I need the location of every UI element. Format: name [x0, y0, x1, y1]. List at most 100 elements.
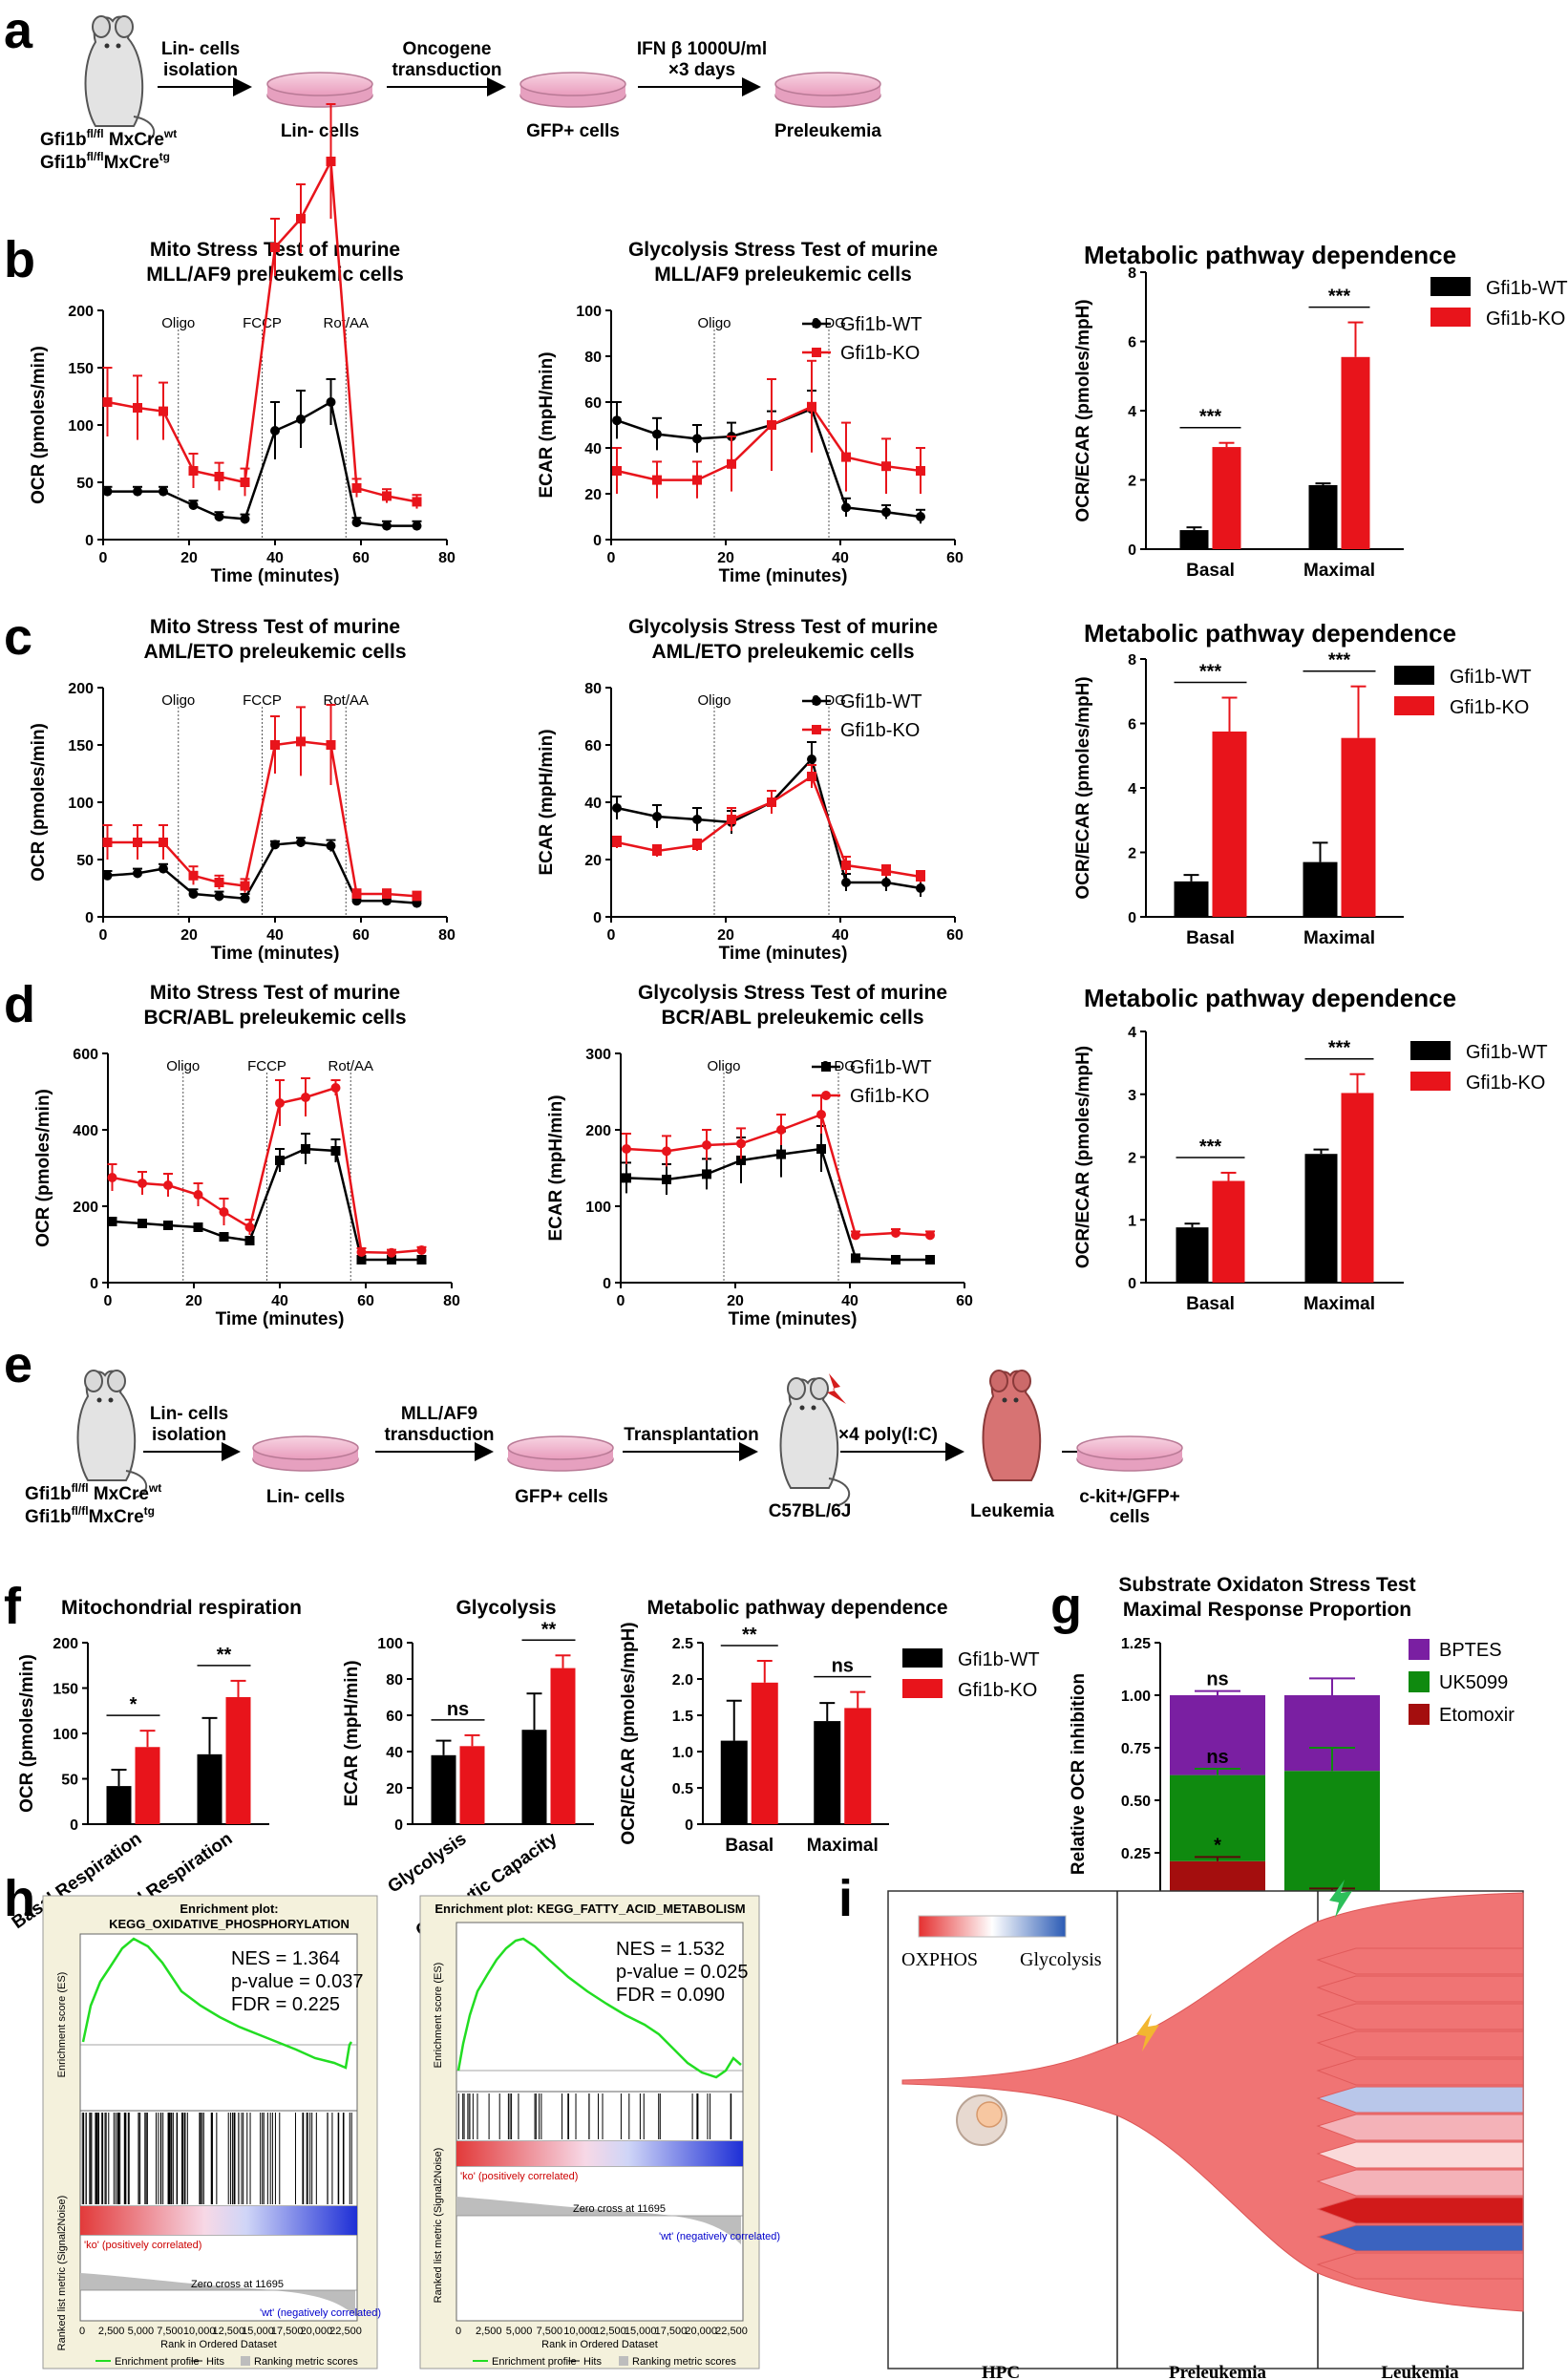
data-point [612, 803, 622, 813]
dish-label: Lin- cells [266, 1487, 345, 1507]
bar-segment [1170, 1774, 1265, 1861]
x-axis-label: Time (minutes) [719, 566, 848, 586]
data-point [841, 502, 851, 513]
clone-lane [1316, 2058, 1524, 2086]
x-tick-label: 0 [456, 2326, 461, 2337]
x-tick-label: 60 [357, 1293, 374, 1309]
data-point [296, 214, 306, 223]
sig-label: ns [1206, 1669, 1228, 1690]
step-label: isolation [163, 60, 238, 80]
panel-label-e: e [4, 1336, 32, 1393]
y-tick-label: 1.0 [672, 1745, 693, 1761]
data-point [326, 397, 336, 407]
dish-label: Preleukemia [774, 121, 881, 141]
step-label: ×4 poly(I:C) [838, 1425, 938, 1445]
gsea-zero-label: Zero cross at 11695 [191, 2279, 284, 2290]
mouse-genotype-tg: Gfi1bfl/flMxCretg [25, 1504, 155, 1527]
y-tick-label: 200 [53, 1636, 78, 1652]
data-point [387, 1255, 396, 1264]
data-point [351, 518, 362, 527]
y-axis-label: ECAR (mpH/min) [537, 729, 557, 875]
lightning-icon [1136, 2013, 1159, 2051]
data-point [356, 1255, 367, 1264]
chart-title: Glycolysis Stress Test of murine [628, 616, 938, 638]
y-tick-label: 0.50 [1121, 1794, 1151, 1810]
y-tick-label: 0 [85, 533, 94, 549]
y-axis-label: OCR (pmoles/min) [17, 1654, 37, 1813]
sig-label: ns [832, 1656, 854, 1677]
dish-label: GFP+ cells [526, 121, 620, 141]
y-tick-label: 100 [377, 1636, 403, 1652]
panel-h-gsea-left: Enrichment plot: KEGG_OXIDATIVE_PHOSPHOR… [42, 1895, 381, 2369]
step-label: MLL/AF9 [401, 1404, 477, 1424]
gsea-pvalue: p-value = 0.025 [616, 1962, 748, 1983]
bar [106, 1786, 132, 1824]
data-point [163, 1180, 173, 1190]
dish-icon [252, 1435, 359, 1472]
x-tick-label: 80 [438, 927, 456, 944]
injection-label: Oligo [697, 692, 731, 709]
injection-label: Oligo [161, 315, 195, 331]
mouse-genotype-wt: Gfi1bfl/fl MxCrewt [25, 1481, 161, 1504]
y-tick-label: 1 [1128, 1213, 1136, 1229]
data-point [138, 1179, 147, 1188]
chart-g-substrate-oxidation: Substrate Oxidaton Stress Test Maximal Re… [1069, 1574, 1515, 1937]
x-tick-label: 20,000 [301, 2326, 333, 2337]
panel-label-b: b [4, 231, 35, 288]
sig-label: *** [1199, 1137, 1222, 1158]
bar [1176, 1227, 1209, 1283]
sig-label: * [1214, 1835, 1221, 1856]
y-tick-label: 3 [1128, 1088, 1136, 1104]
x-tick-label: 40 [271, 1293, 288, 1309]
legend-marker [812, 319, 821, 329]
x-tick-label: 0 [607, 927, 616, 944]
data-point [692, 815, 702, 824]
data-point [816, 1144, 826, 1154]
panel-i-schematic: OXPHOS Glycolysis HPC Preleukemia Leukem… [887, 1880, 1524, 2380]
y-tick-label: 20 [386, 1781, 403, 1797]
y-tick-label: 6 [1128, 717, 1136, 733]
x-tick-label: Maximal [807, 1836, 879, 1856]
bar [1212, 1180, 1245, 1283]
y-tick-label: 200 [68, 304, 94, 320]
y-tick-label: 1.00 [1121, 1689, 1151, 1705]
chart-title: Metabolic pathway dependence [1084, 241, 1456, 269]
data-point [891, 1255, 901, 1264]
dish-icon [266, 72, 373, 108]
y-tick-label: 100 [53, 1727, 78, 1743]
series-line [616, 405, 922, 481]
bar [1341, 1093, 1374, 1283]
data-point [356, 1247, 367, 1257]
gsea-es-axis-label: Enrichment score (ES) [56, 1972, 68, 2078]
panel-label-c: c [4, 608, 32, 666]
data-point [214, 472, 224, 481]
data-point [193, 1190, 203, 1200]
injection-label: Rot/AA [323, 315, 369, 331]
y-tick-label: 1.5 [672, 1709, 693, 1725]
x-tick-label: 17,500 [271, 2326, 304, 2337]
lightning-icon [1329, 1880, 1352, 1918]
clone-lane [1316, 2197, 1524, 2224]
data-point [412, 497, 422, 507]
data-point [925, 1255, 935, 1264]
legend-marker [821, 1091, 831, 1100]
x-tick-label: 5,000 [506, 2326, 533, 2337]
legend-marker [812, 725, 821, 734]
clone-lane [1316, 2141, 1524, 2169]
data-point [133, 838, 142, 847]
hits-barcode [81, 2113, 352, 2204]
sig-label: ** [541, 1619, 557, 1640]
data-point [326, 740, 336, 750]
y-tick-label: 8 [1128, 652, 1136, 669]
data-point [412, 521, 422, 531]
bar [751, 1682, 778, 1824]
gsea-neg-label: 'wt' (negatively correlated) [659, 2231, 780, 2242]
chart-title: AML/ETO preleukemic cells [143, 641, 406, 663]
data-point [652, 812, 662, 821]
gsea-pos-label: 'ko' (positively correlated) [460, 2171, 578, 2182]
x-tick-label: 20,000 [685, 2326, 717, 2337]
x-tick-label: Maximal [1303, 928, 1375, 948]
y-tick-label: 2 [1128, 846, 1136, 862]
data-point [612, 415, 622, 426]
data-point [102, 397, 113, 407]
